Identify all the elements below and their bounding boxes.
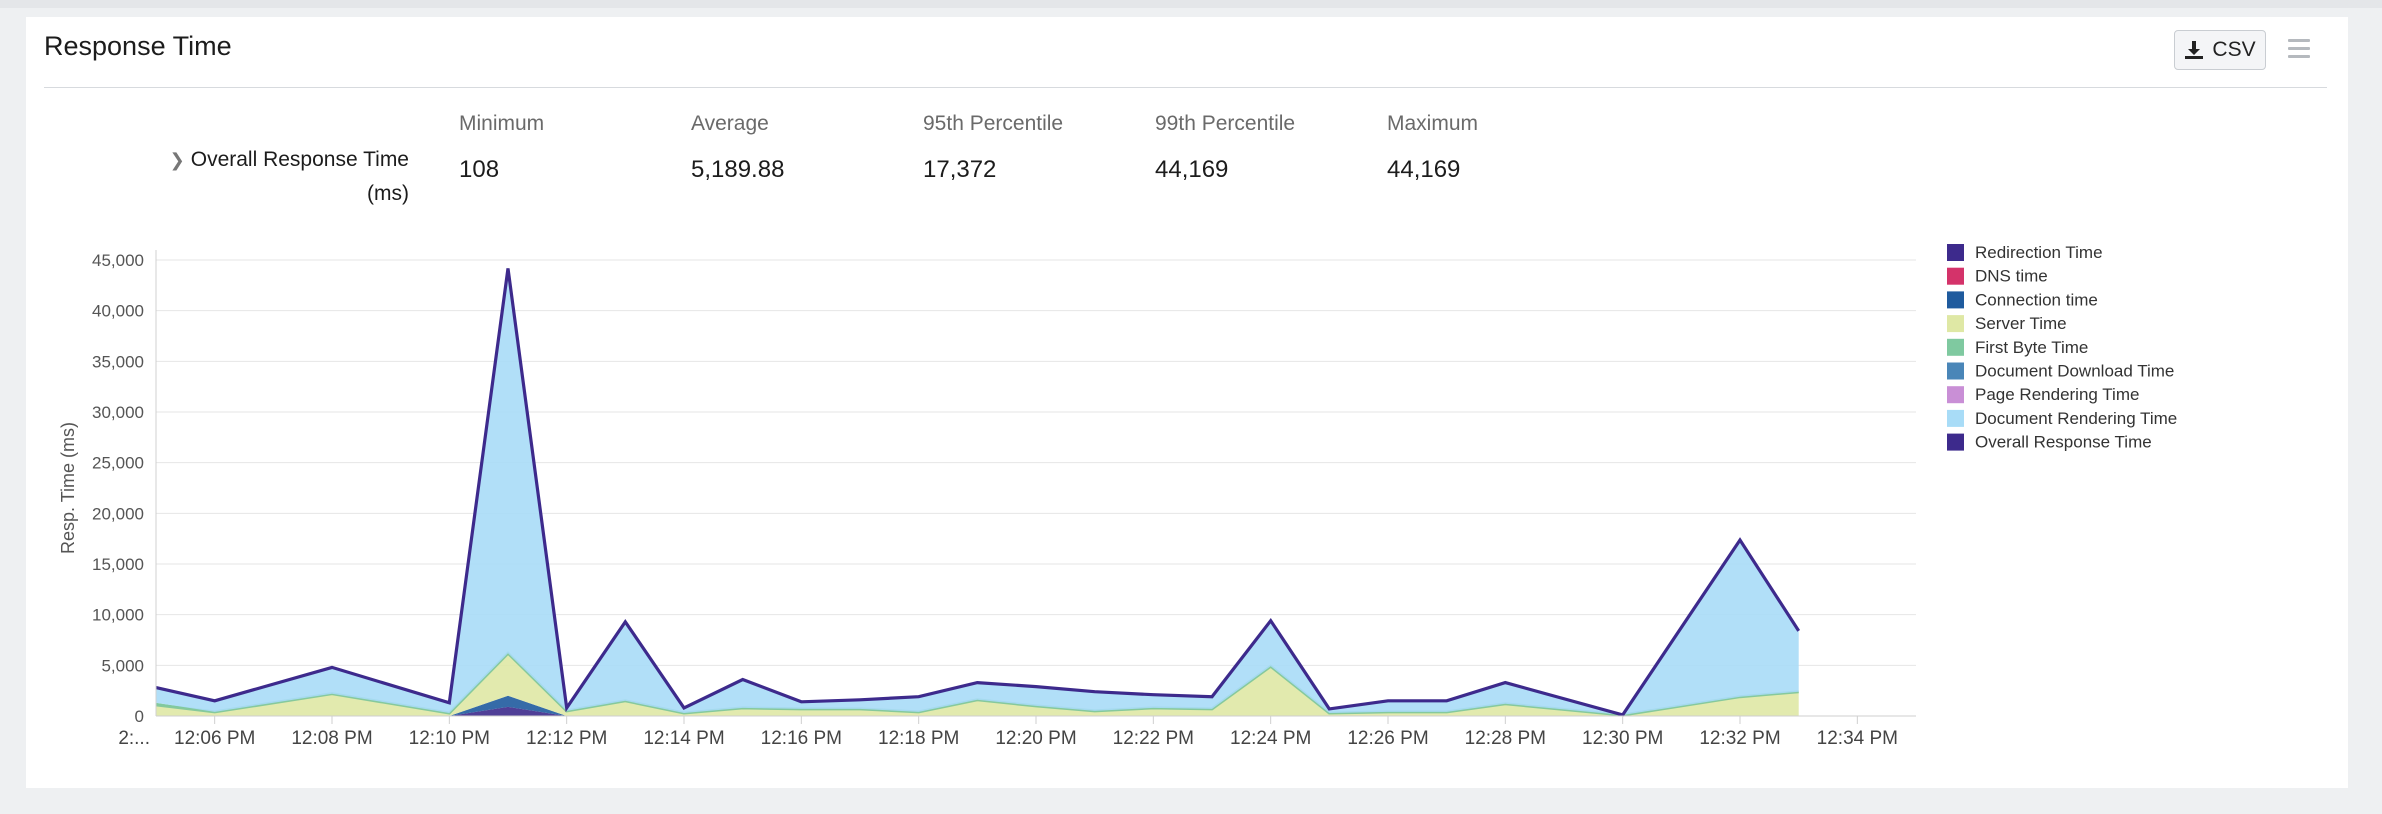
x-tick-label: 12:10 PM <box>409 728 490 749</box>
legend-label: Document Download Time <box>1975 362 2174 381</box>
x-tick-label: 12:14 PM <box>643 728 724 749</box>
x-tick-label: 12:18 PM <box>878 728 959 749</box>
stat-value: 5,189.88 <box>691 156 785 183</box>
legend-label: Page Rendering Time <box>1975 385 2139 404</box>
response-time-panel: Response Time CSV ❯ Overall Response Time… <box>26 17 2348 788</box>
legend-label: First Byte Time <box>1975 338 2088 357</box>
y-tick-label: 20,000 <box>92 504 144 523</box>
y-tick-label: 5,000 <box>101 656 144 675</box>
legend-swatch <box>1947 362 1964 380</box>
x-tick-label: 12:32 PM <box>1699 728 1780 749</box>
stat-value: 44,169 <box>1155 156 1229 183</box>
stat-header: Maximum <box>1387 112 1479 135</box>
x-tick-label-truncated: 2:... <box>118 728 150 749</box>
y-tick-label: 30,000 <box>92 403 144 422</box>
csv-download-button[interactable]: CSV <box>2174 30 2266 70</box>
y-tick-label: 10,000 <box>92 606 144 625</box>
legend-label: Overall Response Time <box>1975 433 2152 452</box>
legend-swatch <box>1947 315 1964 333</box>
top-strip <box>0 0 2382 8</box>
stat-value: 44,169 <box>1387 156 1461 183</box>
stat-header: Minimum <box>459 112 545 135</box>
x-tick-label: 12:24 PM <box>1230 728 1311 749</box>
download-icon <box>2185 41 2204 59</box>
stats-row-label[interactable]: ❯ Overall Response Time (ms) <box>162 143 409 211</box>
legend-swatch <box>1947 386 1964 404</box>
legend-swatch <box>1947 433 1964 451</box>
legend-item-document-download-time[interactable]: Document Download Time <box>1947 362 2174 381</box>
legend-item-redirection-time[interactable]: Redirection Time <box>1947 243 2103 262</box>
legend-swatch <box>1947 244 1964 261</box>
x-tick-label: 12:28 PM <box>1465 728 1546 749</box>
x-tick-label: 12:34 PM <box>1817 728 1898 749</box>
legend-label: Server Time <box>1975 314 2067 333</box>
stat-value: 17,372 <box>923 156 997 183</box>
stat-99th-percentile: 99th Percentile 44,169 <box>1155 112 1295 184</box>
hamburger-menu-icon[interactable] <box>2288 39 2310 59</box>
stat-header: 99th Percentile <box>1155 112 1296 135</box>
legend-swatch <box>1947 409 1964 427</box>
legend-item-dns-time[interactable]: DNS time <box>1947 267 2048 286</box>
chevron-right-icon[interactable]: ❯ <box>169 150 185 170</box>
legend-item-document-rendering-time[interactable]: Document Rendering Time <box>1947 409 2177 428</box>
y-tick-label: 40,000 <box>92 302 144 321</box>
stat-header: 95th Percentile <box>923 112 1064 135</box>
stat-95th-percentile: 95th Percentile 17,372 <box>923 112 1063 184</box>
y-tick-label: 45,000 <box>92 251 144 270</box>
y-tick-label: 35,000 <box>92 352 144 371</box>
legend-label: Document Rendering Time <box>1975 409 2177 428</box>
y-axis-label: Resp. Time (ms) <box>58 422 78 554</box>
legend-label: Redirection Time <box>1975 243 2103 262</box>
stat-minimum: Minimum 108 <box>459 112 544 184</box>
stats-label-line1: Overall Response Time <box>190 148 409 171</box>
legend-item-connection-time[interactable]: Connection time <box>1947 290 2098 309</box>
y-tick-label: 15,000 <box>92 555 144 574</box>
area-server-time <box>156 653 1799 716</box>
stat-header: Average <box>691 112 769 135</box>
csv-button-label: CSV <box>2212 38 2256 61</box>
x-tick-label: 12:16 PM <box>761 728 842 749</box>
stat-value: 108 <box>459 156 500 183</box>
y-tick-label: 25,000 <box>92 454 144 473</box>
legend-swatch <box>1947 267 1964 285</box>
y-tick-label: 0 <box>135 707 144 726</box>
x-tick-label: 12:26 PM <box>1347 728 1428 749</box>
x-tick-label: 12:22 PM <box>1113 728 1194 749</box>
area-redirection-time <box>156 706 1799 716</box>
legend-item-server-time[interactable]: Server Time <box>1947 314 2067 333</box>
x-tick-label: 12:06 PM <box>174 728 255 749</box>
legend-label: Connection time <box>1975 290 2098 309</box>
response-time-chart: 0 5,000 10,000 15,000 20,000 25,000 30,000 35,0… <box>58 243 2177 749</box>
x-tick-label: 12:12 PM <box>526 728 607 749</box>
area-connection-time <box>156 695 1799 716</box>
area-document-rendering-time <box>156 269 1799 715</box>
header-divider <box>44 87 2327 88</box>
legend-item-page-rendering-time[interactable]: Page Rendering Time <box>1947 385 2139 404</box>
stat-average: Average 5,189.88 <box>691 112 784 184</box>
x-tick-label: 12:30 PM <box>1582 728 1663 749</box>
stat-maximum: Maximum 44,169 <box>1387 112 1478 184</box>
x-tick-label: 12:20 PM <box>995 728 1076 749</box>
legend-swatch <box>1947 291 1964 309</box>
legend-item-overall-response-time[interactable]: Overall Response Time <box>1947 433 2152 452</box>
x-tick-label: 12:08 PM <box>291 728 372 749</box>
stats-label-line2: (ms) <box>367 182 409 205</box>
line-overall-response-time <box>155 268 1801 717</box>
legend-label: DNS time <box>1975 267 2048 286</box>
legend-swatch <box>1947 338 1964 356</box>
legend-item-first-byte-time[interactable]: First Byte Time <box>1947 338 2088 357</box>
panel-title: Response Time <box>44 31 232 61</box>
